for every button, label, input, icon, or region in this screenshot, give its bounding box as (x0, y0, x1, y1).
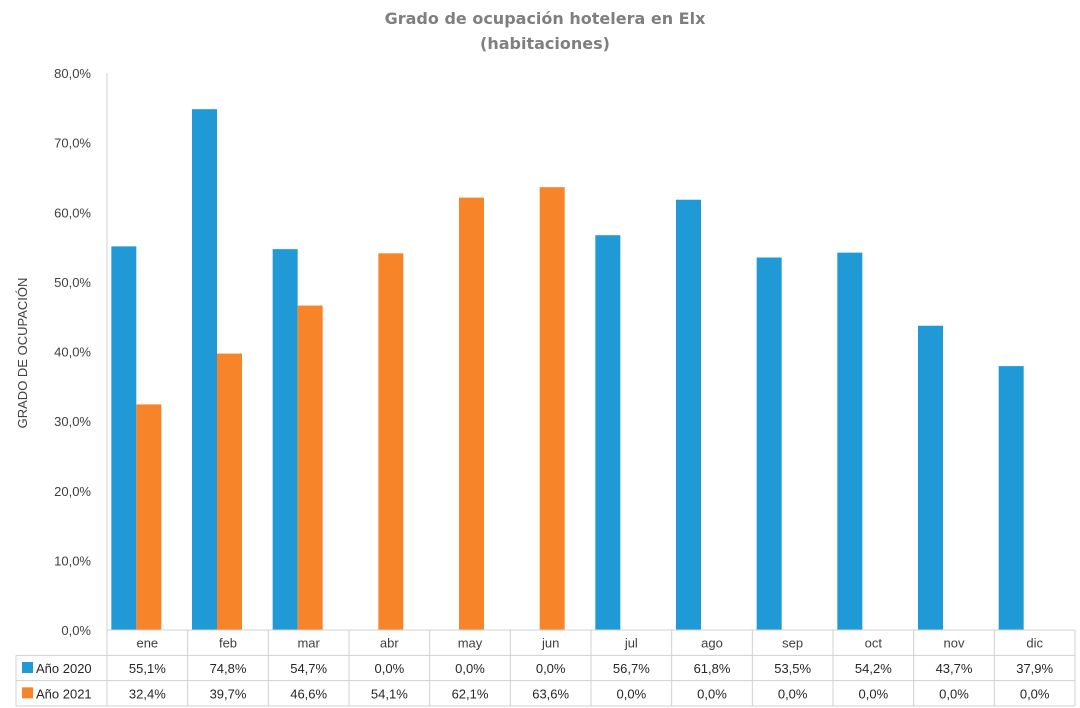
x-tick-label: ene (136, 636, 158, 651)
data-label: 0,0% (778, 686, 808, 701)
x-tick-label: jul (624, 636, 638, 651)
x-tick-label: feb (219, 636, 237, 651)
x-tick-label: nov (944, 636, 965, 651)
x-tick-label: ago (701, 636, 723, 651)
data-label: 56,7% (613, 661, 650, 676)
bar-2021-mar (297, 305, 323, 630)
bar-2020-nov (918, 325, 943, 630)
legend-label-2021: Año 2021 (36, 686, 92, 701)
x-tick-label: oct (865, 636, 883, 651)
data-label: 74,8% (210, 661, 247, 676)
legend-swatch-2021 (22, 687, 33, 699)
y-tick-label: 30,0% (54, 414, 91, 429)
bar-2020-dic (998, 366, 1024, 630)
x-tick-label: sep (782, 636, 803, 651)
data-label: 0,0% (375, 661, 405, 676)
bar-2021-may (459, 197, 484, 630)
bar-2020-sep (756, 257, 782, 630)
data-label: 63,6% (532, 686, 569, 701)
data-table: ene feb mar abr may jun jul ago sep oct nov dic Año … (15, 73, 1076, 707)
y-tick-label: 60,0% (54, 205, 91, 220)
bar-2021-jun (539, 187, 565, 630)
data-label: 53,5% (774, 661, 811, 676)
bar-2020-oct (837, 252, 863, 630)
y-tick-label: 10,0% (54, 553, 91, 568)
x-tick-label: jun (541, 636, 559, 651)
data-label: 43,7% (936, 661, 973, 676)
legend-swatch-2020 (22, 662, 33, 673)
data-label: 54,7% (290, 661, 327, 676)
y-tick-label: 0,0% (61, 623, 91, 638)
data-label: 55,1% (129, 661, 166, 676)
bars (111, 109, 1024, 631)
data-label: 62,1% (452, 686, 489, 701)
data-label: 46,6% (290, 686, 327, 701)
y-axis-label: GRADO DE OCUPACIÓN (15, 278, 30, 429)
data-label: 0,0% (536, 661, 566, 676)
data-label: 37,9% (1016, 661, 1053, 676)
bar-2020-ago (676, 199, 701, 630)
bar-2021-ene (136, 404, 162, 630)
data-label: 0,0% (1020, 686, 1050, 701)
x-tick-label: mar (297, 636, 320, 651)
bar-2020-mar (272, 249, 298, 630)
chart-title-line-2: (habitaciones) (480, 34, 610, 53)
x-tick-label: dic (1026, 636, 1043, 651)
y-tick-label: 40,0% (54, 345, 91, 360)
data-label: 0,0% (859, 686, 889, 701)
y-tick-label: 20,0% (54, 484, 91, 499)
bar-2020-feb (192, 109, 217, 630)
bar-2020-ene (111, 246, 137, 630)
data-label: 0,0% (697, 686, 727, 701)
data-label: 39,7% (210, 686, 247, 701)
data-label: 54,2% (855, 661, 892, 676)
y-tick-label: 70,0% (54, 136, 91, 151)
x-tick-label: abr (380, 636, 399, 651)
data-label: 32,4% (129, 686, 166, 701)
x-tick-label: may (458, 636, 483, 651)
chart-title-line-1: Grado de ocupación hotelera en Elx (385, 9, 706, 28)
bar-2020-jul (595, 235, 621, 630)
legend-label-2020: Año 2020 (36, 661, 92, 676)
y-tick-label: 50,0% (54, 275, 91, 290)
y-axis-ticks: 0,0% 10,0% 20,0% 30,0% 40,0% 50,0% 60,0% 70,0% 8… (54, 66, 91, 638)
data-label: 0,0% (617, 686, 647, 701)
data-label: 0,0% (939, 686, 969, 701)
data-label: 61,8% (694, 661, 731, 676)
bar-2021-feb (217, 353, 242, 630)
data-label: 0,0% (455, 661, 485, 676)
bar-2021-abr (378, 253, 404, 631)
y-tick-label: 80,0% (54, 66, 91, 81)
data-label: 54,1% (371, 686, 408, 701)
